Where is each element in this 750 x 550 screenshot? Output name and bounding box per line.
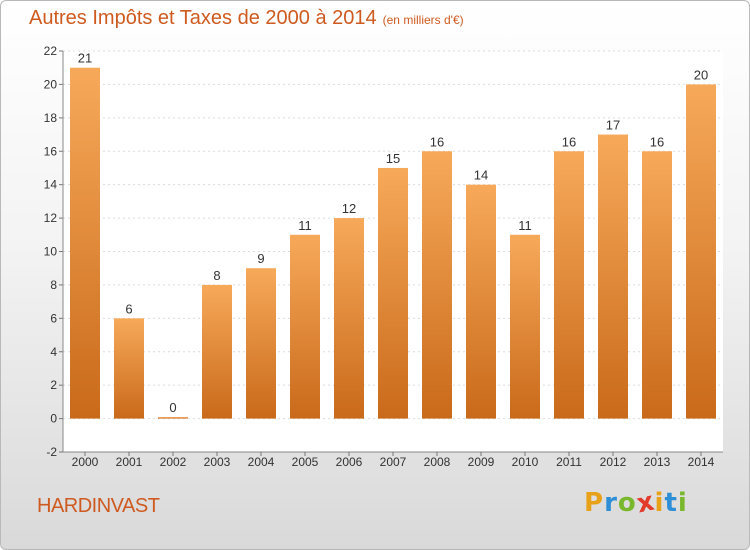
bar — [510, 234, 540, 419]
x-tick-label: 2000 — [72, 455, 99, 469]
bar-value-label: 16 — [562, 134, 576, 149]
x-tick-label: 2014 — [688, 455, 715, 469]
bar-value-label: 8 — [213, 268, 220, 283]
y-tick-label: 8 — [50, 278, 57, 292]
x-tick-label: 2011 — [556, 455, 582, 469]
chart-subtitle: (en milliers d'€) — [382, 13, 464, 27]
bar-value-label: 12 — [342, 201, 356, 216]
y-tick-label: 18 — [44, 111, 58, 125]
bar-value-label: 14 — [474, 168, 488, 183]
x-tick-label: 2009 — [468, 455, 495, 469]
bar-value-label: 11 — [298, 218, 312, 233]
y-tick-label: 2 — [50, 378, 57, 392]
x-axis: 2000 2001 2002 2003 2004 2005 2006 2007 2008 2009… — [63, 451, 723, 469]
bar — [642, 151, 672, 419]
place-name: HARDINVAST — [37, 495, 160, 517]
bar — [114, 318, 144, 419]
y-tick-label: 12 — [44, 211, 58, 225]
bar-value-label: 20 — [694, 67, 708, 82]
x-tick-label: 2005 — [292, 455, 319, 469]
y-tick-label: 10 — [44, 245, 58, 259]
bar — [378, 167, 408, 419]
y-tick-label: 6 — [50, 311, 57, 325]
bar — [554, 151, 584, 419]
y-tick-label: 20 — [44, 77, 58, 91]
logo-letter: P — [584, 488, 605, 518]
bar-value-label: 6 — [125, 301, 132, 316]
x-tick-label: 2013 — [644, 455, 671, 469]
bar — [686, 84, 716, 419]
logo-letter: i — [677, 488, 688, 518]
x-tick-label: 2004 — [248, 455, 275, 469]
logo-letter: r — [604, 488, 618, 518]
y-tick-label: 4 — [50, 345, 57, 359]
x-tick-label: 2007 — [380, 455, 407, 469]
y-tick-label: 0 — [50, 412, 57, 426]
bar-value-label: 11 — [518, 218, 532, 233]
value-labels: 21 6 0 8 9 11 12 15 16 14 11 16 17 16 20 — [78, 51, 708, 415]
x-tick-label: 2006 — [336, 455, 363, 469]
chart-title-text: Autres Impôts et Taxes de 2000 à 2014 — [29, 7, 377, 29]
bar — [334, 218, 364, 419]
bars — [70, 67, 716, 419]
bar — [158, 417, 188, 419]
bar — [422, 151, 452, 419]
bar — [598, 134, 628, 419]
y-axis: -2 0 2 4 6 8 10 12 14 16 18 20 22 — [44, 44, 64, 459]
bar-value-label: 16 — [650, 134, 664, 149]
logo-letter: t — [664, 488, 678, 518]
chart-title: Autres Impôts et Taxes de 2000 à 2014 (en… — [29, 7, 464, 30]
bar-value-label: 9 — [257, 251, 264, 266]
y-tick-label: 22 — [44, 44, 58, 58]
bar-value-label: 15 — [386, 151, 400, 166]
bar — [290, 234, 320, 419]
logo-letter: o — [617, 488, 637, 518]
bar — [70, 67, 100, 419]
bar — [202, 284, 232, 419]
y-tick-label: -2 — [46, 445, 57, 459]
x-tick-label: 2008 — [424, 455, 451, 469]
y-tick-label: 16 — [44, 144, 58, 158]
x-tick-label: 2001 — [116, 455, 143, 469]
x-tick-label: 2012 — [600, 455, 627, 469]
bar-value-label: 0 — [169, 400, 176, 415]
y-tick-label: 14 — [44, 178, 58, 192]
x-tick-label: 2003 — [204, 455, 231, 469]
bar — [246, 268, 276, 419]
bar-value-label: 21 — [78, 51, 92, 66]
x-tick-label: 2010 — [512, 455, 539, 469]
x-tick-label: 2002 — [160, 455, 187, 469]
bar-value-label: 16 — [430, 134, 444, 149]
bar — [466, 184, 496, 419]
proxiti-logo: Proxiti — [584, 486, 688, 519]
bar-value-label: 17 — [606, 118, 620, 133]
logo-letter: i — [654, 488, 665, 518]
